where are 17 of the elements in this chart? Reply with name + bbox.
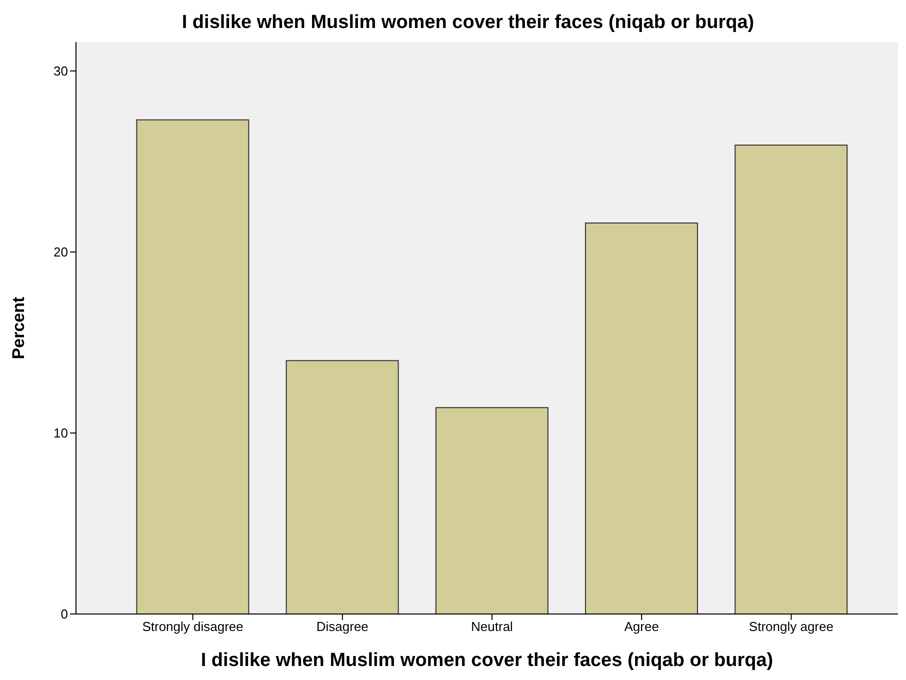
y-tick-label: 30 [54, 64, 68, 79]
y-tick-label: 10 [54, 426, 68, 441]
x-tick-label: Strongly disagree [142, 619, 244, 634]
x-tick-label: Strongly agree [748, 619, 834, 634]
bar [286, 360, 399, 614]
x-tick-label: Disagree [316, 619, 368, 634]
bar [585, 222, 698, 614]
x-tick-label: Neutral [471, 619, 514, 634]
bar [435, 407, 548, 614]
x-tick-label: Agree [624, 619, 659, 634]
y-tick-label: 20 [54, 244, 68, 260]
y-tick-label: 0 [60, 606, 68, 622]
y-axis-title: Percent [9, 296, 28, 360]
bar [136, 119, 250, 614]
x-axis-title: I dislike when Muslim women cover their faces (niqab or burqa) [200, 650, 774, 671]
chart-title: I dislike when Muslim women cover their faces (niqab or burqa) [180, 12, 756, 34]
bar [734, 144, 848, 614]
